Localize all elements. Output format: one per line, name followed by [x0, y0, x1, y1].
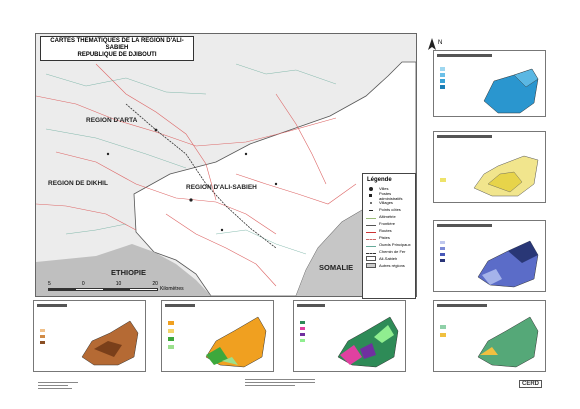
track-line-icon	[366, 236, 376, 240]
footer-credits	[245, 379, 315, 386]
label-ethiopie: ETHIOPIE	[111, 268, 147, 277]
elevation-point-icon	[369, 208, 373, 211]
inset-map-topography	[33, 300, 146, 372]
map-title: CARTES THEMATIQUES DE LA REGION D'ALI-SA…	[40, 36, 194, 61]
map-title-line1: CARTES THEMATIQUES DE LA REGION D'ALI-SA…	[50, 38, 184, 51]
scale-unit: Kilomètres	[160, 286, 184, 292]
scale-tick: 20	[152, 281, 158, 287]
label-region-arta: REGION D'ARTA	[86, 117, 138, 124]
legend-item: Points côtes	[363, 206, 415, 213]
railway-line-icon	[366, 250, 376, 254]
ali-sabieh-area-icon	[366, 256, 376, 261]
map-legend: Légende Villes Postes administratifs Vil…	[362, 173, 416, 299]
legend-item: Ali-Sabieh	[363, 255, 415, 262]
main-map: CARTES THEMATIQUES DE LA REGION D'ALI-SA…	[35, 33, 417, 299]
post-symbol-icon	[369, 194, 372, 197]
label-somalie: SOMALIE	[319, 263, 354, 272]
road-line-icon	[366, 229, 376, 233]
map-title-line2: REPUBLIQUE DE DJIBOUTI	[77, 52, 157, 58]
legend-item: Chemin de Fer	[363, 248, 415, 255]
main-map-drawing	[36, 34, 416, 296]
scale-tick: 5	[48, 281, 51, 287]
towns	[106, 128, 278, 232]
inset-map-geology	[433, 131, 546, 203]
town-symbol-icon	[369, 186, 373, 191]
legend-item: Villes	[363, 185, 415, 192]
inset-map-land-use	[293, 300, 406, 372]
wadis-network	[45, 63, 337, 255]
legend-title: Légende	[367, 177, 392, 183]
legend-item: Oueds Principaux	[363, 241, 415, 248]
inset-map-rainfall	[433, 50, 546, 117]
other-regions-area-icon	[366, 263, 376, 268]
label-region-ali-sabieh: REGION D'ALI-SABIEH	[186, 184, 257, 191]
cerd-logo: CERD	[519, 380, 543, 388]
legend-item: Autres régions	[363, 262, 415, 269]
legend-item: Postes administratifs	[363, 191, 415, 201]
scale-bar: 5 0 10 20 Kilomètres	[48, 281, 184, 292]
contour-line-icon	[366, 215, 376, 219]
wadi-line-icon	[366, 243, 376, 247]
label-region-dikhil: REGION DE DIKHIL	[48, 180, 108, 187]
footer-note-left	[38, 382, 78, 389]
border-line-icon	[366, 222, 376, 226]
legend-item: Frontière	[363, 220, 415, 227]
inset-map-soils	[433, 300, 546, 372]
roads-network	[36, 63, 357, 287]
inset-map-vegetation	[161, 300, 274, 372]
scale-tick: 0	[81, 281, 85, 287]
village-symbol-icon	[370, 201, 372, 204]
scale-bar-graphic	[48, 288, 158, 291]
inset-map-hydrogeology	[433, 220, 546, 292]
scale-tick: 10	[115, 281, 122, 287]
legend-item: Villages	[363, 199, 415, 206]
legend-item: Altimétrie	[363, 213, 415, 220]
legend-item: Pistes	[363, 234, 415, 241]
north-arrow-icon: N	[427, 38, 442, 54]
legend-item: Routes	[363, 227, 415, 234]
